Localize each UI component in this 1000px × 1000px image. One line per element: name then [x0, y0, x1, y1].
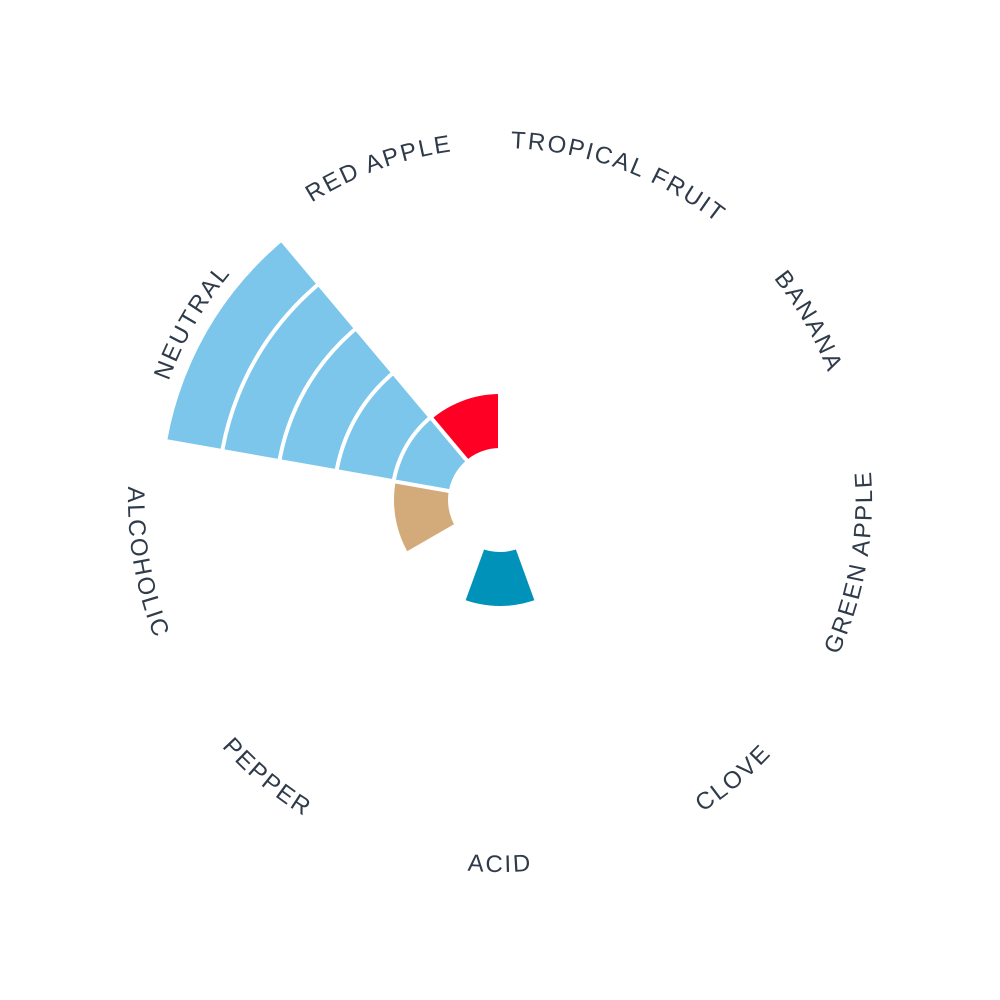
- radial-gridline: [164, 438, 452, 494]
- bar-red-apple: [430, 392, 500, 462]
- ring-gridline: [216, 216, 784, 784]
- radial-gridline: [548, 438, 836, 494]
- ring-gridline: [390, 390, 610, 610]
- chart-grid: [158, 158, 842, 842]
- bar-alcoholic: [392, 481, 457, 554]
- chart-center-hole: [450, 450, 550, 550]
- ring-gridline: [448, 448, 552, 552]
- ring-gridline: [274, 274, 726, 726]
- radial-gridline: [204, 523, 458, 672]
- category-label-acid: ACID: [467, 850, 533, 878]
- category-label-clove: CLOVE: [691, 739, 777, 817]
- bar-acid: [463, 546, 537, 608]
- ring-gridline: [332, 332, 668, 668]
- category-label-tropical-fruit: TROPICAL FRUIT: [510, 127, 731, 228]
- chart-bars: [165, 239, 537, 608]
- radial-gridline: [542, 523, 796, 672]
- radial-gridline: [530, 238, 721, 463]
- radial-gridline: [279, 238, 470, 463]
- radial-gridline: [381, 546, 485, 821]
- category-label-green-apple: GREEN APPLE: [819, 469, 878, 657]
- radial-gridline: [515, 546, 619, 821]
- ring-gridline: [158, 158, 842, 842]
- bar-neutral: [165, 239, 468, 492]
